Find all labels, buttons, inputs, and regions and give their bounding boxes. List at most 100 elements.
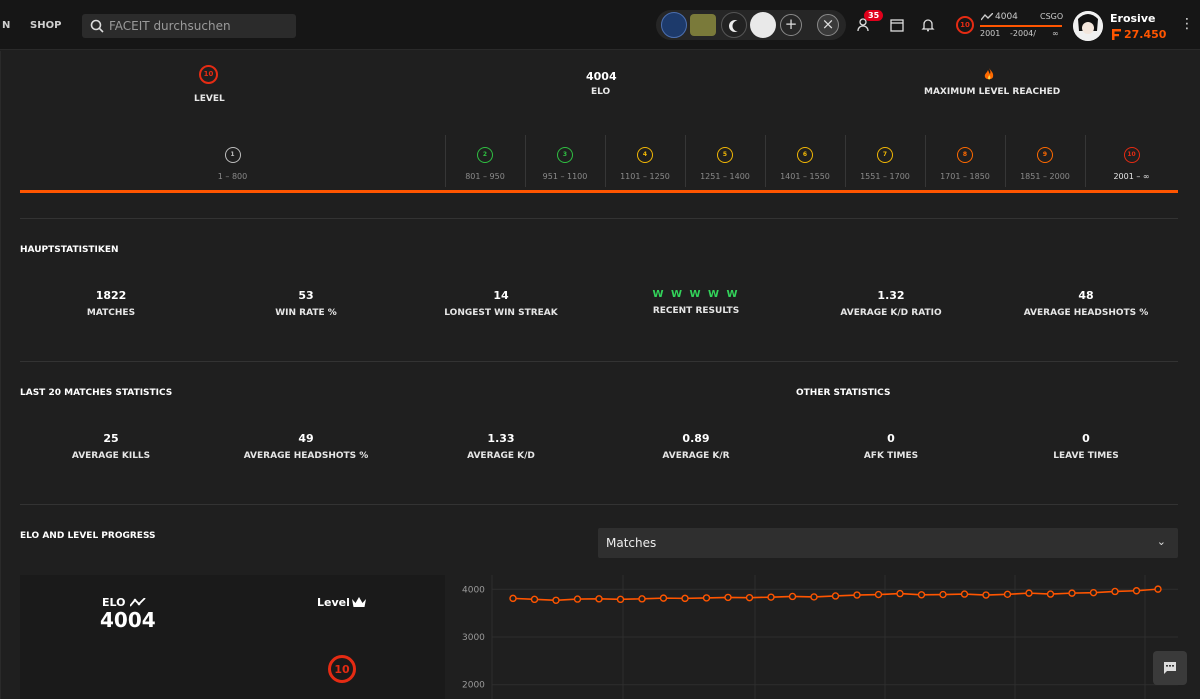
level-step-5: 5 1251 – 1400 — [685, 135, 765, 187]
elo-data-point[interactable] — [1046, 590, 1055, 598]
divider — [20, 361, 1178, 362]
bell-icon[interactable] — [921, 18, 935, 32]
level-icon: 10 — [199, 65, 218, 84]
stat-label: LONGEST WIN STREAK — [444, 308, 558, 318]
level-progress-line — [20, 190, 1178, 193]
search-input[interactable]: FACEIT durchsuchen — [82, 14, 296, 38]
elo-data-point[interactable] — [896, 589, 904, 598]
elo-data-point[interactable] — [509, 594, 517, 603]
elo-data-point[interactable] — [1111, 587, 1119, 596]
elo-data-point[interactable] — [1089, 588, 1098, 597]
elo-data-point[interactable] — [939, 590, 947, 599]
level-3-icon: 3 — [557, 147, 573, 163]
close-party-button[interactable]: × — [817, 14, 839, 36]
elo-data-point[interactable] — [659, 594, 668, 602]
level-2-icon: 2 — [477, 147, 493, 163]
level-range-label: 1701 – 1850 — [940, 172, 990, 181]
level-7-icon: 7 — [877, 147, 893, 163]
elo-data-point[interactable] — [810, 593, 818, 601]
profile-stats-page: 10 LEVEL 4004 ELO MAXIMUM LEVEL REACHED … — [0, 51, 1200, 699]
progress-range-value: Matches — [606, 536, 657, 550]
main-stat-1: 53 WIN RATE % — [216, 289, 396, 318]
stat-value: 53 — [298, 289, 314, 302]
elo-data-point[interactable] — [638, 595, 646, 603]
chevron-down-icon: ⌄ — [1156, 535, 1166, 548]
elo-label: ELO — [591, 87, 611, 97]
elo-min: 2001 — [980, 29, 1001, 38]
elo-data-point[interactable] — [831, 592, 840, 600]
elo-data-point[interactable] — [767, 593, 775, 601]
party-avatar-1[interactable] — [661, 12, 687, 38]
elo-data-point[interactable] — [681, 594, 689, 603]
avatar[interactable] — [1073, 11, 1103, 41]
elo-current-value: 4004 — [100, 608, 156, 632]
elo-trend-icon — [981, 13, 993, 21]
nav-shop[interactable]: SHOP — [30, 20, 62, 31]
level-step-3: 3 951 – 1100 — [525, 135, 605, 187]
party-avatar-2[interactable] — [690, 14, 716, 36]
party-avatar-4[interactable] — [750, 12, 776, 38]
elo-data-point[interactable] — [1068, 589, 1076, 597]
elo-data-point[interactable] — [616, 595, 625, 604]
level-range-label: 1851 – 2000 — [1020, 172, 1070, 181]
elo-data-point[interactable] — [853, 591, 861, 599]
elo-data-point[interactable] — [702, 594, 711, 602]
level-label: LEVEL — [194, 94, 225, 104]
stat-label: MATCHES — [86, 308, 136, 318]
friends-icon[interactable] — [857, 18, 871, 32]
game-label: CSGO — [1040, 12, 1064, 21]
stat-label: AVERAGE KILLS — [71, 451, 151, 461]
calendar-icon[interactable] — [890, 18, 904, 32]
elo-data-point[interactable] — [874, 590, 883, 599]
stat-label: AVERAGE K/R — [662, 451, 730, 461]
elo-progress-bar — [980, 25, 1062, 27]
last20-stat-0: 25 AVERAGE KILLS — [21, 432, 201, 461]
elo-data-point[interactable] — [788, 592, 797, 601]
level-9-icon: 9 — [1037, 147, 1053, 163]
crown-icon — [352, 597, 366, 607]
elo-data-point[interactable] — [745, 593, 754, 602]
level-range-label: 1401 – 1550 — [780, 172, 830, 181]
elo-max: ∞ — [1052, 29, 1059, 38]
elo-data-point[interactable] — [1154, 585, 1162, 593]
username[interactable]: Erosive — [1110, 12, 1156, 25]
main-stat-0: 1822 MATCHES — [21, 289, 201, 318]
stat-label: AVERAGE HEADSHOTS % — [243, 451, 369, 461]
elo-data-point[interactable] — [724, 593, 732, 602]
level-range-label: 1 – 800 — [217, 172, 248, 181]
level-separator — [445, 135, 446, 187]
elo-data-point[interactable] — [1025, 589, 1033, 597]
elo-panel-label: ELO — [102, 596, 126, 609]
main-stat-4: 1.32 AVERAGE K/D RATIO — [801, 289, 981, 318]
elo-data-point[interactable] — [960, 590, 969, 598]
elo-data-point[interactable] — [573, 595, 582, 603]
elo-progress-title: ELO AND LEVEL PROGRESS — [20, 531, 156, 541]
elo-data-point[interactable] — [917, 591, 926, 599]
last20-stat-4: 0 AFK TIMES — [801, 432, 981, 461]
level-panel-label: Level — [317, 596, 350, 609]
nav-item-cut[interactable]: N — [2, 20, 11, 31]
stat-value: 0 — [887, 432, 895, 445]
stat-value: 1822 — [95, 289, 127, 302]
last20-stat-5: 0 LEAVE TIMES — [996, 432, 1176, 461]
level-badge-small[interactable]: 10 — [956, 16, 974, 34]
party-avatar-3[interactable] — [721, 12, 747, 38]
elo-data-point[interactable] — [552, 596, 560, 604]
level-5-icon: 5 — [717, 147, 733, 163]
progress-range-select[interactable]: Matches ⌄ — [598, 528, 1178, 558]
notification-count-badge: 35 — [864, 10, 884, 21]
content-frame — [0, 51, 1200, 699]
add-party-button[interactable]: + — [780, 14, 802, 36]
chat-button[interactable] — [1153, 651, 1187, 685]
elo-data-point[interactable] — [1003, 590, 1012, 599]
elo-data-point[interactable] — [982, 591, 990, 599]
stat-value: 49 — [298, 432, 314, 445]
elo-data-point[interactable] — [530, 595, 539, 604]
level-current-icon: 10 — [328, 655, 356, 683]
stat-value: 48 — [1078, 289, 1094, 302]
chat-icon — [1164, 662, 1176, 674]
more-menu-icon[interactable]: ⋮ — [1180, 16, 1194, 32]
elo-data-point[interactable] — [595, 595, 603, 603]
level-step-1: 1 1 – 800 — [20, 135, 445, 187]
elo-data-point[interactable] — [1132, 587, 1141, 595]
